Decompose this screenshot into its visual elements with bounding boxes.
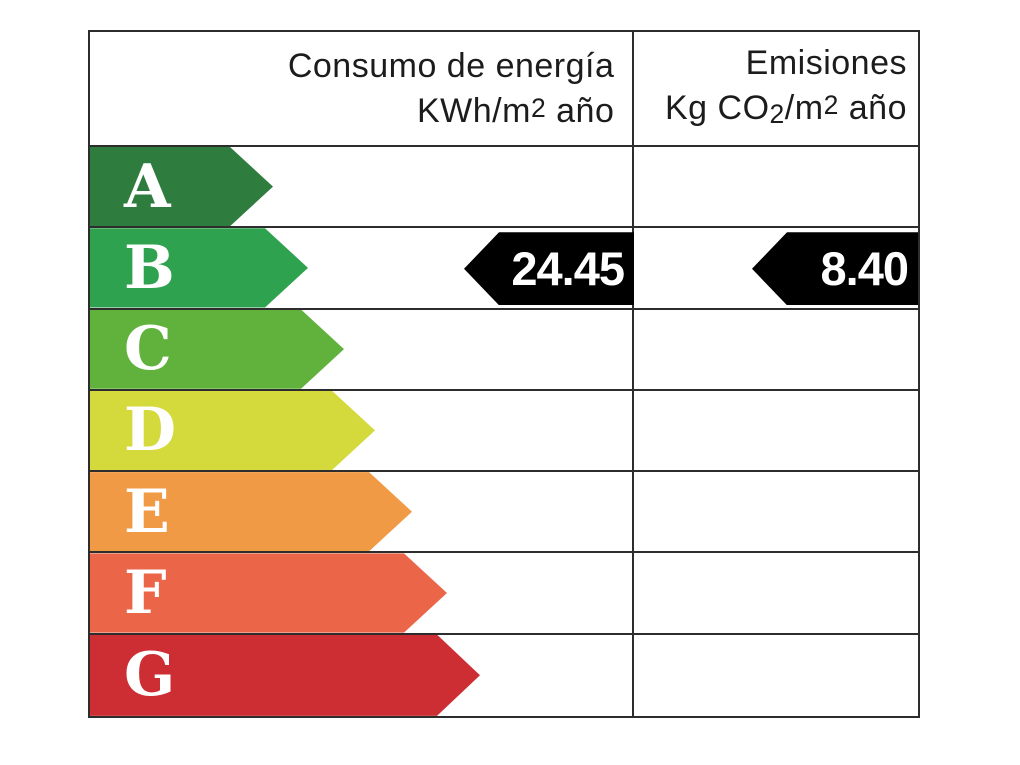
- rating-letter-f: F: [124, 557, 167, 628]
- rating-arrow-e: E: [90, 472, 412, 551]
- consumption-column-header: Consumo de energía KWh/m2 año: [90, 32, 629, 145]
- consumption-value-arrow: 24.45: [464, 232, 634, 306]
- consumption-value: 24.45: [511, 242, 625, 296]
- energy-rating-table: Consumo de energía KWh/m2 año Emisiones …: [88, 30, 920, 718]
- rating-arrow-b: B: [90, 228, 308, 307]
- rating-letter-e: E: [124, 476, 170, 547]
- emissions-value: 8.40: [820, 242, 909, 296]
- emissions-header-line1: Emisiones: [745, 44, 907, 82]
- rating-row-d: D: [90, 391, 918, 473]
- table-header: Consumo de energía KWh/m2 año Emisiones …: [90, 32, 918, 147]
- rating-row-b: B 24.45 8.40: [90, 228, 918, 310]
- consumption-header-line2: KWh/m2 año: [417, 91, 615, 130]
- rating-arrow-g: G: [90, 635, 480, 716]
- rating-arrow-d: D: [90, 391, 375, 470]
- emissions-column-header: Emisiones Kg CO2/m2 año: [629, 32, 918, 145]
- co2-subscript: 2: [769, 99, 785, 129]
- rating-arrow-c: C: [90, 310, 344, 389]
- rating-row-e: E: [90, 472, 918, 554]
- column-divider: [632, 32, 634, 716]
- rating-row-f: F: [90, 553, 918, 635]
- consumption-header-line1: Consumo de energía: [287, 47, 615, 86]
- squared-exponent: 2: [530, 93, 547, 124]
- rating-letter-c: C: [124, 314, 172, 385]
- rating-letter-g: G: [124, 640, 176, 711]
- rating-arrow-a: A: [90, 147, 273, 226]
- emissions-value-arrow: 8.40: [752, 232, 918, 306]
- rating-row-a: A: [90, 147, 918, 229]
- rating-row-g: G: [90, 635, 918, 716]
- squared-exponent: 2: [823, 90, 839, 120]
- rating-arrow-f: F: [90, 553, 447, 632]
- emissions-header-line2: Kg CO2/m2 año: [664, 88, 907, 129]
- rating-letter-b: B: [124, 232, 175, 303]
- rating-letter-a: A: [124, 151, 171, 222]
- rating-row-c: C: [90, 310, 918, 391]
- rating-letter-d: D: [124, 395, 177, 466]
